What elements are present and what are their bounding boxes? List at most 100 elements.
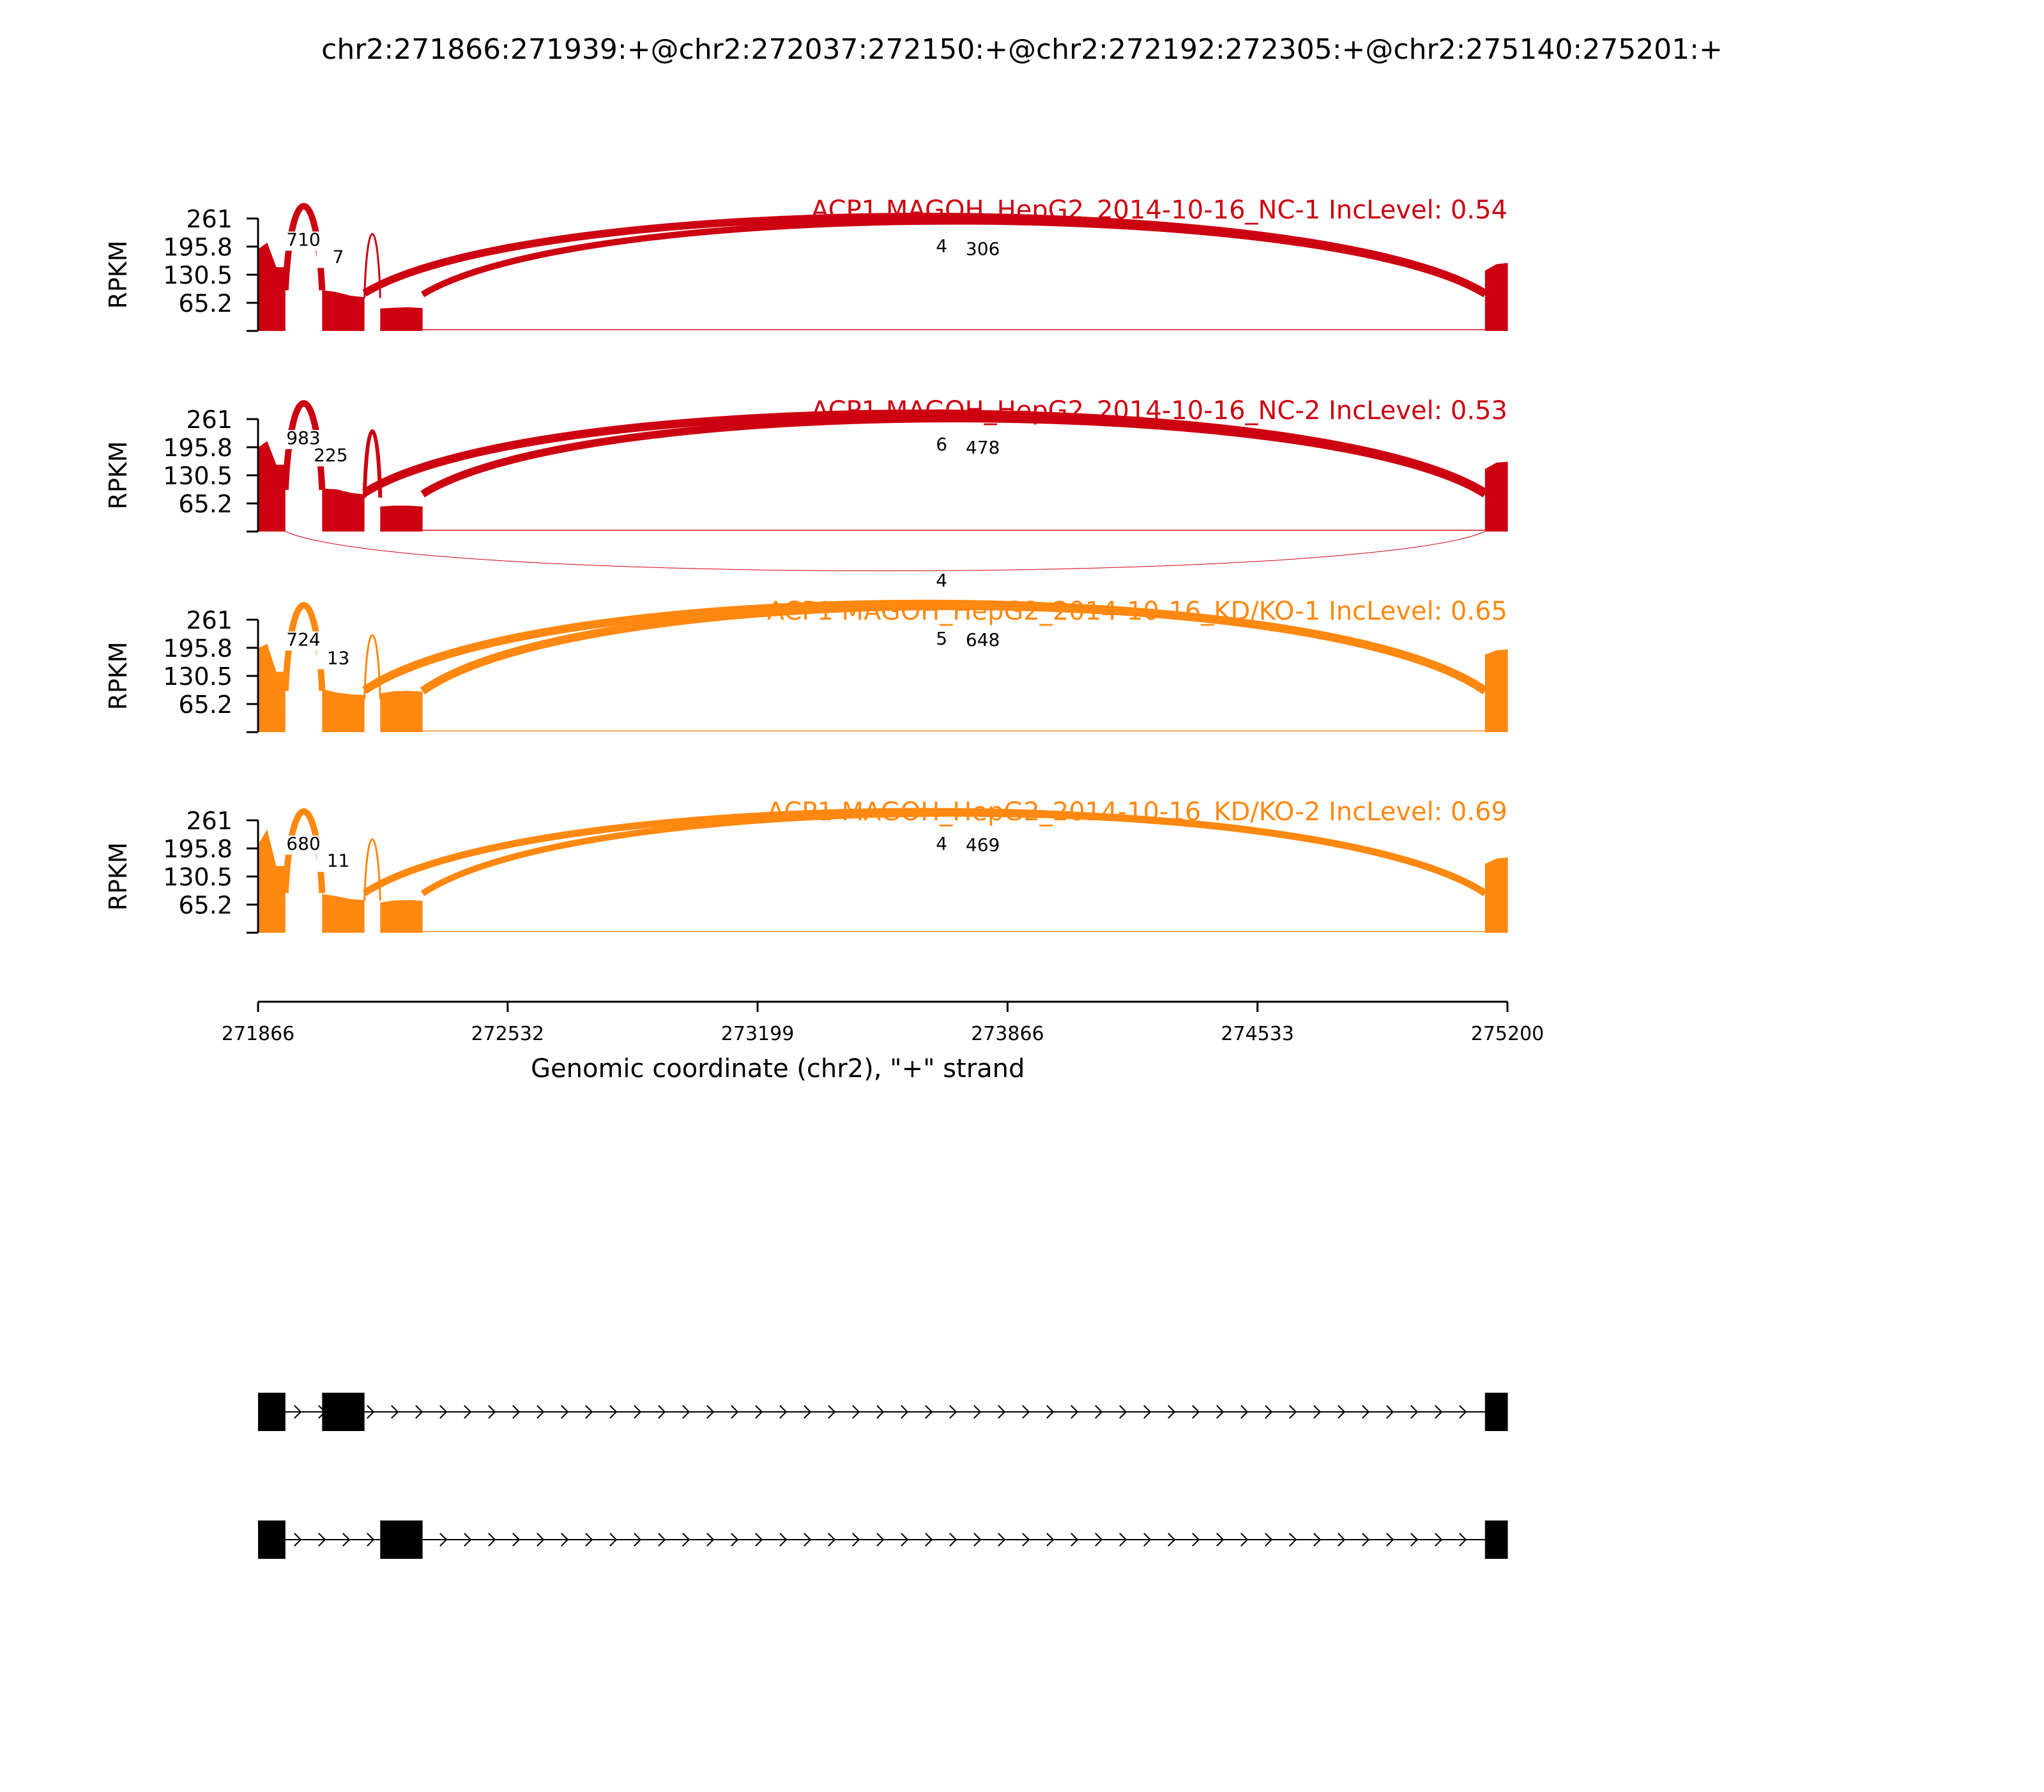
strand-arrow xyxy=(1265,1405,1273,1419)
junction-count-label: 225 xyxy=(314,445,347,466)
junction-count-label: 469 xyxy=(966,834,1000,855)
strand-arrow xyxy=(464,1405,472,1419)
y-tick-label: 261 xyxy=(186,205,233,233)
x-tick-label: 273199 xyxy=(721,1023,795,1045)
isoform-track xyxy=(258,1393,1508,1431)
strand-arrow xyxy=(1386,1533,1394,1547)
sample-label: ACP1 MAGOH_HepG2_2014-10-16_NC-2 IncLeve… xyxy=(811,396,1507,425)
y-tick-label: 130.5 xyxy=(163,261,233,289)
strand-arrow xyxy=(391,1405,399,1419)
strand-arrow xyxy=(1168,1533,1176,1547)
strand-arrow xyxy=(1435,1533,1443,1547)
exon-block xyxy=(322,1393,365,1431)
junction-label-bg xyxy=(281,835,325,855)
coverage-area xyxy=(258,829,286,933)
strand-arrow xyxy=(1240,1533,1249,1547)
exon-block xyxy=(380,1520,423,1559)
x-tick-label: 271866 xyxy=(222,1023,295,1045)
x-tick-label: 275200 xyxy=(1471,1023,1544,1045)
strand-arrow xyxy=(1192,1533,1200,1547)
strand-arrow xyxy=(1022,1533,1030,1547)
strand-arrow xyxy=(998,1405,1006,1419)
junction-count-label: 4 xyxy=(936,570,947,591)
strand-arrow xyxy=(1168,1405,1176,1419)
strand-arrow xyxy=(1265,1533,1273,1547)
strand-arrow xyxy=(1143,1405,1152,1419)
strand-arrow xyxy=(901,1533,909,1547)
strand-arrow xyxy=(901,1405,909,1419)
x-axis: 271866 272532 273199 273866 274533 275200 Geno… xyxy=(222,1000,1544,1084)
y-tick-label: 65.2 xyxy=(178,891,233,919)
strand-arrow xyxy=(1410,1533,1419,1547)
junction-count-label: 6 xyxy=(936,434,947,455)
coverage-area xyxy=(380,900,423,933)
exon-block xyxy=(1484,1393,1508,1431)
junction-label-bg xyxy=(281,231,325,251)
y-tick-label: 195.8 xyxy=(163,434,233,462)
strand-arrow xyxy=(1459,1405,1467,1419)
y-axis-label: RPKM xyxy=(104,641,132,710)
strand-arrow xyxy=(828,1533,836,1547)
junction-arc xyxy=(363,838,381,901)
junction-label-bg xyxy=(316,249,360,268)
strand-arrow xyxy=(1362,1533,1370,1547)
strand-arrow xyxy=(682,1405,690,1419)
junction-label-bg xyxy=(316,852,360,872)
strand-arrow xyxy=(949,1533,957,1547)
junction-arc xyxy=(420,415,1487,498)
strand-arrow xyxy=(1313,1533,1322,1547)
exon-block xyxy=(1484,1520,1508,1559)
junction-count-label: 11 xyxy=(327,850,350,871)
strand-arrow xyxy=(925,1405,933,1419)
junction-label-bg xyxy=(961,439,1005,459)
strand-arrow xyxy=(973,1405,982,1419)
strand-arrow xyxy=(585,1533,593,1547)
junction-arc xyxy=(363,634,381,700)
junction-count-label: 648 xyxy=(966,629,1000,650)
strand-arrow xyxy=(1119,1533,1127,1547)
strand-arrow xyxy=(1289,1533,1297,1547)
junction-label-bg xyxy=(920,436,964,456)
strand-arrow xyxy=(609,1405,618,1419)
strand-arrow xyxy=(682,1533,690,1547)
y-tick-label: 261 xyxy=(186,406,233,434)
strand-arrow xyxy=(755,1533,763,1547)
junction-label-bg xyxy=(961,632,1005,652)
strand-arrow xyxy=(439,1405,448,1419)
strand-arrow xyxy=(634,1533,642,1547)
sample-label: ACP1 MAGOH_HepG2_2014-10-16_NC-1 IncLeve… xyxy=(811,195,1507,225)
strand-arrow xyxy=(1216,1405,1224,1419)
strand-arrow xyxy=(561,1533,569,1547)
sample-label: ACP1 MAGOH_HepG2_2014-10-16_KD/KO-1 IncL… xyxy=(767,597,1507,626)
junction-count-label: 7 xyxy=(333,246,344,267)
strand-arrow xyxy=(1143,1533,1152,1547)
strand-arrow xyxy=(731,1533,739,1547)
strand-arrow xyxy=(294,1533,302,1547)
strand-arrow xyxy=(998,1533,1006,1547)
strand-arrow xyxy=(294,1405,302,1419)
junction-count-label: 478 xyxy=(966,437,1000,458)
y-tick-label: 65.2 xyxy=(178,289,233,318)
junction-arc xyxy=(362,429,383,498)
y-tick-label: 65.2 xyxy=(178,490,233,518)
y-tick-label: 261 xyxy=(186,807,233,835)
junction-arc xyxy=(285,531,1485,571)
junction-count-label: 306 xyxy=(966,238,1000,259)
exon-block xyxy=(258,1520,286,1559)
strand-arrow xyxy=(852,1405,860,1419)
strand-arrow xyxy=(804,1533,812,1547)
strand-arrow xyxy=(1410,1405,1419,1419)
strand-arrow xyxy=(512,1533,521,1547)
strand-arrow xyxy=(876,1405,885,1419)
coverage-area xyxy=(322,289,365,331)
x-axis-label: Genomic coordinate (chr2), "+" strand xyxy=(531,1054,1025,1084)
coverage-area xyxy=(1484,263,1508,331)
strand-arrow xyxy=(342,1533,351,1547)
strand-arrow xyxy=(658,1533,666,1547)
strand-arrow xyxy=(488,1533,496,1547)
junction-count-label: 680 xyxy=(286,833,320,854)
strand-arrow xyxy=(1289,1405,1297,1419)
strand-arrow xyxy=(367,1533,375,1547)
